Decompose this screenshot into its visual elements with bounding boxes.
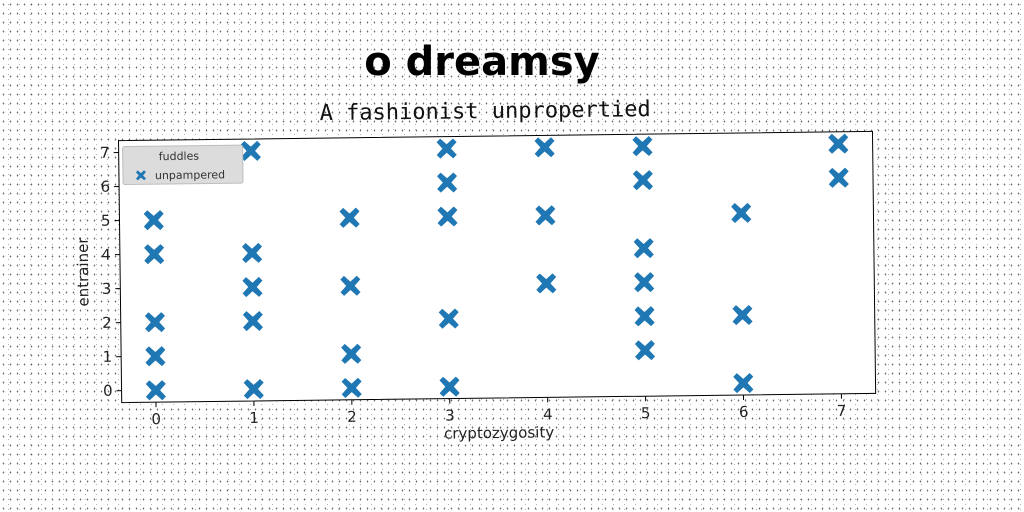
scatter-point	[243, 378, 264, 400]
scatter-point	[339, 207, 360, 228]
scatter-point	[633, 238, 654, 259]
scatter-point	[634, 306, 655, 327]
x-tick-label: 1	[249, 409, 259, 427]
x-tick-label: 2	[347, 408, 357, 426]
plot-group: A fashionist unpropertied 0 1 2 3 4 5 6 7 0 1 2 3 4 5…	[74, 97, 877, 443]
legend-box	[122, 144, 244, 186]
x-tick-label: 6	[739, 403, 749, 421]
x-tick-label: 7	[837, 402, 847, 420]
y-tick-label: 0	[103, 382, 113, 400]
scatter-point	[534, 137, 555, 158]
scatter-point	[828, 167, 849, 188]
y-tick-label: 3	[102, 280, 112, 298]
scatter-point	[731, 202, 752, 224]
scatter-point	[240, 140, 261, 161]
scatter-point	[828, 133, 849, 154]
scatter-point	[733, 373, 754, 394]
scatter-point	[632, 170, 653, 191]
scatter-point	[437, 206, 458, 227]
scatter-point	[242, 276, 263, 298]
y-tick-label: 1	[102, 348, 112, 366]
axes-frame	[118, 130, 877, 404]
scatter-point	[341, 343, 362, 364]
scatter-point	[242, 310, 263, 332]
y-tick-label: 2	[102, 314, 112, 332]
scatter-point	[732, 304, 753, 326]
scatter-point	[535, 205, 556, 226]
scatter-point	[439, 376, 460, 397]
scatter-point	[242, 242, 263, 264]
scatter-point	[438, 308, 459, 329]
scatter-point	[340, 275, 361, 296]
data-points	[143, 133, 849, 401]
legend-marker-icon	[135, 170, 146, 181]
legend-label: unpampered	[155, 168, 225, 182]
y-tick-label: 6	[100, 178, 110, 196]
x-tick-label: 5	[641, 404, 651, 422]
chart-title: A fashionist unpropertied	[319, 97, 650, 126]
y-tick-label: 4	[101, 246, 111, 264]
plot-area	[118, 131, 876, 403]
scatter-point	[436, 138, 457, 159]
scatter-point	[143, 210, 164, 231]
x-tick-label: 0	[151, 410, 161, 428]
scatter-point	[536, 273, 557, 294]
scatter-point	[145, 380, 166, 401]
y-tick-label: 5	[101, 212, 111, 230]
scatter-point	[634, 272, 655, 293]
legend-title: fuddles	[159, 150, 200, 163]
scatter-point	[437, 172, 458, 193]
x-tick-label: 3	[445, 407, 455, 425]
x-axis-label: cryptozygosity	[444, 423, 554, 442]
y-tick-label: 7	[100, 144, 110, 162]
scatter-point	[634, 340, 656, 361]
scatter-point	[632, 136, 653, 157]
scatter-point	[144, 312, 166, 333]
axis-ticks: 0 1 2 3 4 5 6 7 0 1 2 3 4 5 6 7	[100, 144, 847, 429]
legend: fuddles unpampered	[122, 144, 244, 186]
scatter-point	[341, 377, 362, 398]
x-tick-label: 4	[543, 405, 553, 423]
scatter-point	[144, 244, 165, 265]
scatter-point	[145, 346, 166, 367]
chart-suptitle: o dreamsy	[364, 39, 599, 85]
y-axis-label: entrainer	[74, 237, 93, 307]
